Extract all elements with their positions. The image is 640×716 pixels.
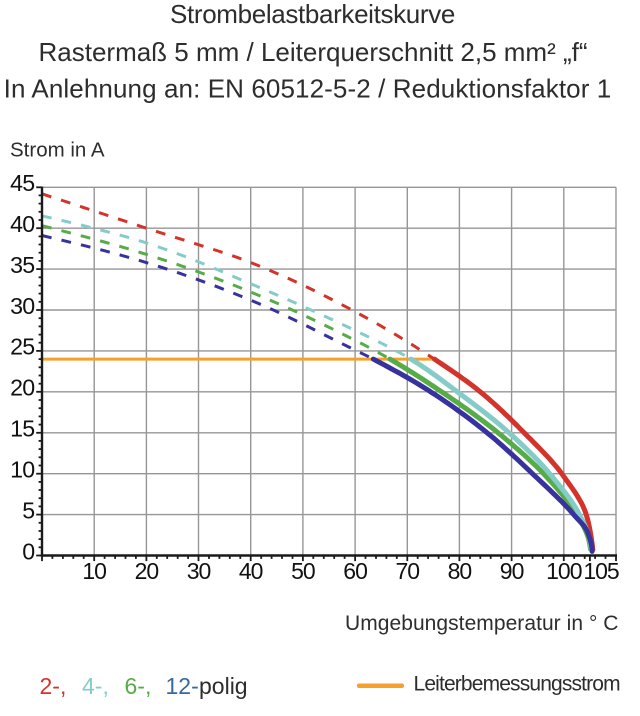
svg-text:35: 35 <box>10 252 34 278</box>
svg-text:90: 90 <box>500 558 524 584</box>
svg-text:10: 10 <box>10 457 34 483</box>
svg-text:Strom in A: Strom in A <box>10 138 105 161</box>
svg-text:20: 20 <box>10 375 34 401</box>
svg-text:30: 30 <box>10 293 34 319</box>
svg-text:Leiterbemessungsstrom: Leiterbemessungsstrom <box>414 673 621 696</box>
svg-text:40: 40 <box>10 211 34 237</box>
svg-text:polig: polig <box>199 673 248 699</box>
svg-text:12-: 12- <box>166 673 199 699</box>
svg-text:In Anlehnung an: EN 60512-5-2: In Anlehnung an: EN 60512-5-2 / Reduktio… <box>4 74 612 104</box>
svg-text:50: 50 <box>291 558 315 584</box>
svg-text:100: 100 <box>546 558 582 584</box>
svg-text:0: 0 <box>22 538 34 564</box>
svg-text:20: 20 <box>135 558 159 584</box>
svg-text:6-,: 6-, <box>125 673 152 699</box>
svg-text:2-,: 2-, <box>40 673 67 699</box>
svg-text:10: 10 <box>82 558 106 584</box>
svg-text:40: 40 <box>239 558 263 584</box>
svg-text:Rastermaß 5 mm / Leiterquersch: Rastermaß 5 mm / Leiterquerschnitt 2,5 m… <box>38 37 587 67</box>
svg-text:Umgebungstemperatur in ° C: Umgebungstemperatur in ° C <box>345 612 619 635</box>
svg-text:4-,: 4-, <box>82 673 109 699</box>
svg-text:80: 80 <box>448 558 472 584</box>
svg-text:15: 15 <box>10 416 34 442</box>
svg-text:30: 30 <box>187 558 211 584</box>
svg-text:Strombelastbarkeitskurve: Strombelastbarkeitskurve <box>170 0 455 29</box>
svg-text:60: 60 <box>343 558 367 584</box>
svg-text:25: 25 <box>10 334 34 360</box>
svg-text:5: 5 <box>22 497 34 523</box>
svg-text:70: 70 <box>396 558 420 584</box>
svg-text:105: 105 <box>583 558 619 584</box>
svg-text:45: 45 <box>10 170 34 196</box>
